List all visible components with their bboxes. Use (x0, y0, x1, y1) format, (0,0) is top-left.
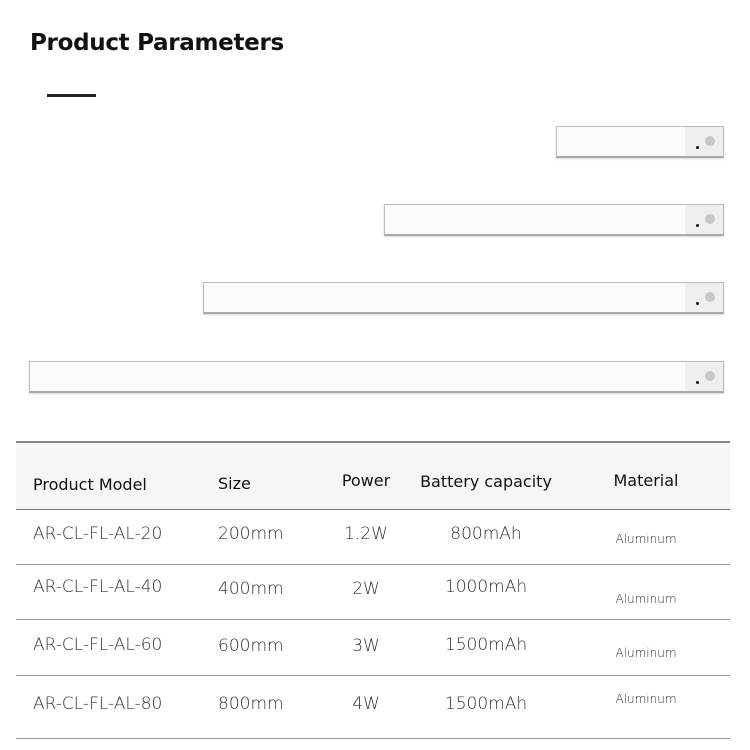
page-title: Product Parameters (30, 30, 284, 56)
cell-battery: 1500mAh (444, 694, 528, 714)
cell-power: 2W (352, 579, 380, 599)
cell-power: 1.2W (344, 524, 388, 544)
table-header: Product Model Size Power Battery capacit… (16, 443, 730, 510)
end-cap (685, 127, 723, 156)
cell-battery: 800mAh (450, 524, 522, 544)
sensor-icon (705, 214, 715, 224)
cell-size: 600mm (218, 636, 284, 656)
cell-battery: 1000mAh (444, 577, 528, 597)
indicator-dot (696, 302, 699, 305)
end-cap (685, 283, 723, 312)
cell-model: AR-CL-FL-AL-60 (33, 635, 163, 655)
indicator-dot (696, 146, 699, 149)
sensor-icon (705, 371, 715, 381)
cell-material: Aluminum (615, 592, 677, 606)
cell-model: AR-CL-FL-AL-40 (33, 577, 163, 597)
light-bar-400mm (384, 204, 724, 236)
header-model: Product Model (33, 475, 147, 494)
cell-power: 3W (352, 636, 380, 656)
parameters-table: Product Model Size Power Battery capacit… (16, 441, 730, 739)
cell-battery: 1500mAh (444, 635, 528, 655)
light-bar-800mm (29, 361, 724, 393)
end-cap (685, 362, 723, 391)
cell-material: Aluminum (615, 532, 677, 546)
cell-power: 4W (352, 694, 380, 714)
table-row: AR-CL-FL-AL-20 200mm 1.2W 800mAh Aluminu… (16, 510, 730, 565)
cell-model: AR-CL-FL-AL-20 (33, 524, 163, 544)
cell-model: AR-CL-FL-AL-80 (33, 694, 163, 714)
table-row: AR-CL-FL-AL-60 600mm 3W 1500mAh Aluminum (16, 620, 730, 676)
light-bar-200mm (556, 126, 724, 158)
sensor-icon (705, 136, 715, 146)
header-size: Size (218, 474, 251, 493)
light-bar-600mm (203, 282, 724, 314)
cell-material: Aluminum (615, 692, 677, 706)
sensor-icon (705, 292, 715, 302)
end-cap (685, 205, 723, 234)
cell-size: 400mm (218, 579, 284, 599)
indicator-dot (696, 381, 699, 384)
header-material: Material (613, 471, 679, 490)
cell-material: Aluminum (615, 646, 677, 660)
indicator-dot (696, 224, 699, 227)
table-row: AR-CL-FL-AL-80 800mm 4W 1500mAh Aluminum (16, 676, 730, 739)
header-power: Power (341, 471, 391, 490)
cell-size: 800mm (218, 694, 284, 714)
header-battery: Battery capacity (420, 472, 552, 491)
table-row: AR-CL-FL-AL-40 400mm 2W 1000mAh Aluminum (16, 565, 730, 620)
title-underline (47, 94, 96, 97)
cell-size: 200mm (218, 524, 284, 544)
